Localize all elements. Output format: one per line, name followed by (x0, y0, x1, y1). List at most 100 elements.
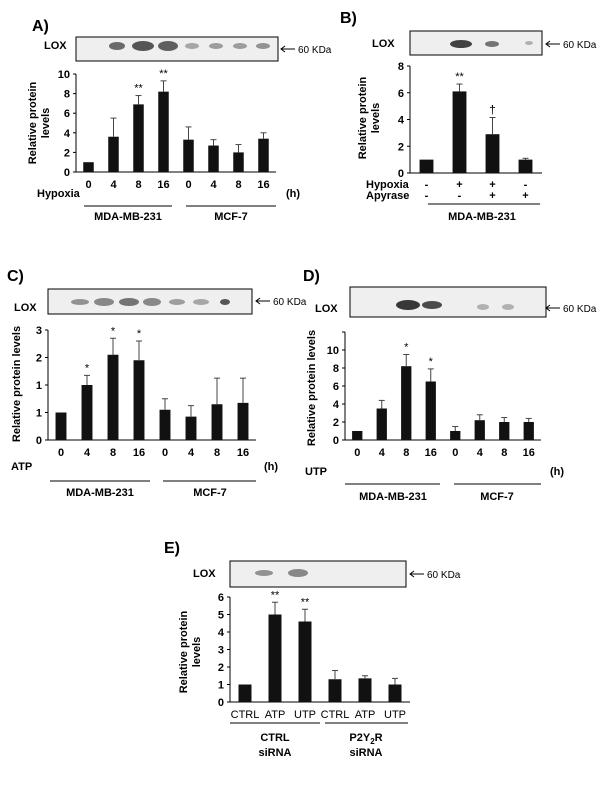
x-tick-label: ATP (265, 709, 286, 721)
bar (452, 91, 467, 173)
significance-mark: ** (271, 589, 280, 601)
unit-label: (h) (286, 188, 300, 200)
x-tick-label: 4 (110, 179, 117, 191)
x-tick-label: 0 (85, 179, 91, 191)
blot-band (71, 299, 89, 305)
condition-value: + (522, 190, 528, 202)
bar (376, 408, 387, 440)
x-tick-label: 16 (237, 447, 249, 459)
blot-marker-label: 60 KDa (298, 45, 332, 56)
group-label: MDA-MB-231 (66, 487, 134, 499)
bar (81, 385, 93, 440)
bar (233, 152, 244, 172)
blot-band (185, 43, 199, 49)
y-tick-label: 2 (36, 353, 42, 365)
bar (83, 162, 94, 172)
arrow-head (280, 45, 286, 53)
y-axis-label: levels (191, 637, 203, 668)
blot-label: LOX (193, 568, 216, 580)
y-axis-label: Relative protein (357, 76, 369, 159)
y-axis-label: Relative protein (27, 81, 39, 164)
blot-band (220, 299, 230, 305)
blot-band (158, 41, 178, 51)
y-tick-label: 2 (64, 147, 70, 159)
y-tick-label: 6 (333, 381, 339, 393)
y-tick-label: 0 (36, 435, 42, 447)
chart-4: 0 1 2 3 4 5 6 CTRL ** ATP ** UTP CTRL ATP UTP E) (164, 540, 410, 721)
x-tick-label: 8 (235, 179, 241, 191)
y-tick-label: 0 (333, 435, 339, 447)
x-tick-label: 8 (214, 447, 220, 459)
y-tick-label: 4 (398, 115, 405, 127)
bar (185, 416, 197, 440)
bar (55, 412, 67, 440)
x-tick-label: 4 (477, 447, 484, 459)
x-tick-label: 4 (210, 179, 217, 191)
condition-value: + (489, 190, 495, 202)
x-tick-label: 0 (162, 447, 168, 459)
x-tick-label: 8 (403, 447, 409, 459)
y-tick-label: 1 (36, 380, 42, 392)
y-tick-label: 3 (218, 645, 224, 657)
blot-band (209, 43, 223, 49)
x-tick-label: CTRL (231, 709, 260, 721)
x-tick-label: 8 (501, 447, 507, 459)
y-tick-label: 6 (218, 592, 224, 604)
chart-3: 0 2 4 6 8 10 0 4 * 8 * 16 0 4 8 16 D) (303, 268, 541, 459)
y-tick-label: 8 (64, 89, 70, 101)
blot-marker-label: 60 KDa (563, 304, 597, 315)
western-blot-a (75, 36, 279, 62)
significance-mark: ** (301, 596, 310, 608)
blot-strip (349, 286, 547, 318)
blot-label: LOX (315, 303, 338, 315)
bar (133, 104, 144, 172)
condition-label: Hypoxia (366, 179, 410, 191)
bar (237, 402, 249, 440)
blot-band (132, 41, 154, 51)
blot-band (94, 298, 114, 306)
y-tick-label: 10 (58, 69, 70, 81)
blot-band (233, 43, 247, 49)
blot-band (396, 300, 420, 310)
bar (474, 420, 485, 440)
group-label: P2Y2R (349, 732, 382, 746)
y-tick-label: 1 (218, 680, 224, 692)
x-tick-label: 8 (135, 179, 141, 191)
significance-mark: * (404, 342, 409, 354)
y-tick-label: 6 (64, 108, 70, 120)
blot-band (255, 570, 273, 576)
significance-mark: † (489, 102, 496, 116)
bar (208, 145, 219, 172)
blot-marker-label: 60 KDa (563, 40, 597, 51)
chart-1: 0 2 4 6 8 ** † B) (340, 10, 542, 180)
y-tick-label: 4 (64, 128, 71, 140)
bar (258, 138, 269, 172)
blot-band (169, 299, 185, 305)
condition-value: - (425, 190, 429, 202)
group-label-part: R (375, 732, 383, 744)
condition-value: - (524, 179, 528, 191)
western-blot-b (409, 30, 543, 56)
x-tick-label: 16 (425, 447, 437, 459)
group-label: siRNA (349, 747, 382, 759)
condition-value: - (458, 190, 462, 202)
bar (388, 684, 402, 702)
bar (401, 366, 412, 440)
bar (158, 91, 169, 172)
bar (450, 431, 461, 440)
blot-band (422, 301, 442, 309)
condition-value: - (425, 179, 429, 191)
blot-band (502, 304, 514, 310)
y-tick-label: 0 (398, 168, 404, 180)
bar (358, 678, 372, 702)
y-tick-label: 0 (64, 167, 70, 179)
blot-label: LOX (44, 40, 67, 52)
group-label: MCF-7 (480, 491, 514, 503)
group-label: MCF-7 (214, 211, 248, 223)
blot-strip (409, 30, 543, 56)
blot-band (485, 41, 499, 47)
blot-band (477, 304, 489, 310)
blot-band (119, 298, 139, 306)
blot-marker-label: 60 KDa (273, 297, 307, 308)
